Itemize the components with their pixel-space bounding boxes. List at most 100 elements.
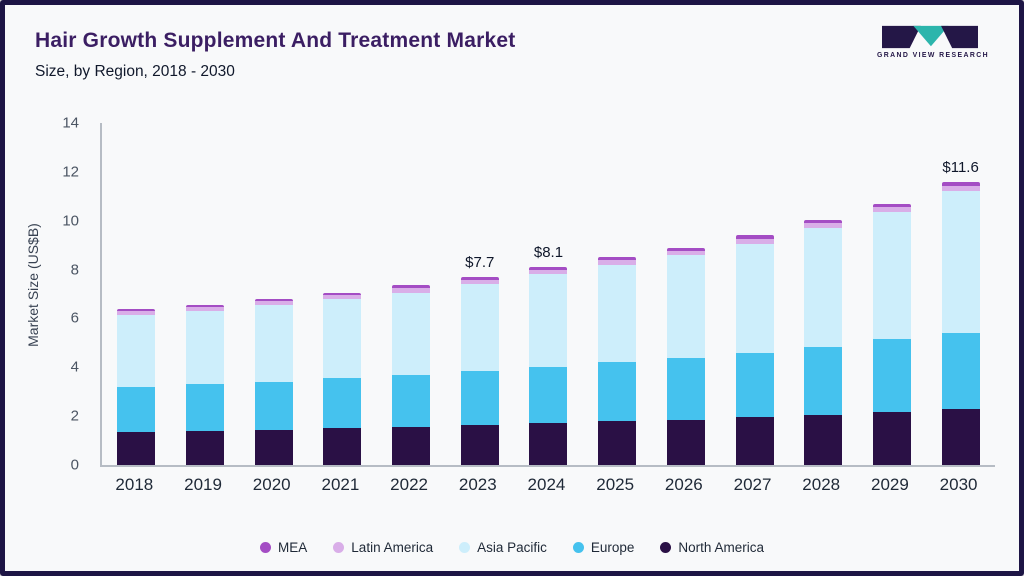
y-tick-label: 12 — [62, 163, 79, 181]
bar-stack — [941, 181, 980, 465]
segment-north-america — [392, 427, 431, 465]
segment-mea — [117, 308, 156, 312]
segment-latin-america — [666, 250, 705, 255]
x-tick-label: 2024 — [527, 475, 566, 494]
legend: MEA Latin America Asia Pacific Europe North … — [5, 540, 1019, 555]
segment-mea — [460, 276, 499, 280]
segment-north-america — [323, 428, 362, 465]
bar-value-label: $11.6 — [942, 158, 979, 176]
page-title: Hair Growth Supplement And Treatment Mar… — [35, 29, 516, 52]
segment-north-america — [186, 430, 225, 465]
bar-2025 — [583, 123, 652, 465]
x-tick-label: 2029 — [870, 475, 909, 494]
segment-latin-america — [323, 295, 362, 299]
segment-latin-america — [872, 207, 911, 213]
segment-europe — [804, 346, 843, 415]
bar-2018 — [102, 123, 171, 465]
segment-asia-pacific — [941, 191, 980, 334]
bar-2027 — [720, 123, 789, 465]
segment-latin-america — [254, 301, 293, 306]
y-tick-label: 4 — [70, 358, 79, 376]
segment-europe — [598, 362, 637, 422]
bar-stack — [529, 267, 568, 465]
x-tick-label: 2030 — [939, 475, 978, 494]
y-tick-label: 8 — [70, 261, 79, 279]
segment-latin-america — [598, 260, 637, 265]
bar-2028 — [789, 123, 858, 465]
bar-stack — [872, 203, 911, 465]
segment-mea — [186, 305, 225, 308]
legend-item-north-america: North America — [660, 540, 764, 555]
segment-europe — [941, 333, 980, 409]
legend-label: North America — [678, 540, 764, 555]
segment-europe — [186, 384, 225, 431]
segment-north-america — [804, 414, 843, 465]
segment-mea — [941, 181, 980, 187]
legend-item-mea: MEA — [260, 540, 307, 555]
bar-stack — [666, 247, 705, 465]
segment-north-america — [666, 419, 705, 465]
segment-latin-america — [186, 307, 225, 312]
segment-asia-pacific — [254, 305, 293, 382]
x-tick-label: 2019 — [184, 475, 222, 494]
bar-2029 — [858, 123, 927, 465]
bar-stack — [323, 292, 362, 465]
bar-2024: $8.1 — [514, 123, 583, 465]
x-tick-label: 2023 — [458, 475, 497, 494]
bar-stack — [460, 276, 499, 465]
segment-asia-pacific — [117, 314, 156, 387]
segment-asia-pacific — [529, 274, 568, 368]
bar-stack — [804, 219, 843, 465]
bar-value-label: $8.1 — [533, 244, 564, 262]
segment-north-america — [529, 423, 568, 465]
y-tick-label: 10 — [62, 212, 79, 230]
segment-mea — [598, 257, 637, 261]
segment-mea — [804, 219, 843, 224]
legend-dot — [660, 542, 672, 553]
page-subtitle: Size, by Region, 2018 - 2030 — [35, 63, 235, 80]
x-tick-label: 2026 — [664, 475, 703, 494]
x-tick-label: 2020 — [252, 475, 291, 494]
segment-europe — [254, 381, 293, 430]
x-tick-label: 2025 — [596, 475, 635, 494]
legend-dot — [459, 542, 471, 553]
segment-north-america — [941, 408, 980, 465]
segment-europe — [529, 367, 568, 424]
segment-asia-pacific — [460, 284, 499, 371]
x-tick-label: 2028 — [802, 475, 841, 494]
x-axis-labels: 2018 2019 2020 2021 2022 2023 2024 2025 2026 2027… — [100, 475, 993, 495]
legend-item-europe: Europe — [572, 540, 635, 555]
segment-north-america — [254, 429, 293, 465]
bar-stack — [186, 305, 225, 465]
segment-north-america — [460, 424, 499, 465]
segment-north-america — [872, 412, 911, 465]
segment-asia-pacific — [186, 311, 225, 385]
legend-dot — [260, 542, 272, 553]
legend-item-asia-pacific: Asia Pacific — [459, 540, 547, 555]
x-tick-label: 2027 — [733, 475, 772, 494]
segment-latin-america — [735, 239, 774, 244]
segment-asia-pacific — [392, 292, 431, 375]
segment-europe — [323, 378, 362, 429]
segment-mea — [254, 298, 293, 302]
segment-mea — [735, 235, 774, 240]
bar-stack — [254, 298, 293, 465]
legend-item-latin-america: Latin America — [333, 540, 433, 555]
segment-latin-america — [529, 270, 568, 275]
segment-mea — [666, 247, 705, 251]
bar-2019 — [171, 123, 240, 465]
segment-asia-pacific — [323, 298, 362, 379]
segment-north-america — [735, 417, 774, 465]
y-axis-label: Market Size (US$B) — [25, 223, 41, 347]
bar-2022 — [377, 123, 446, 465]
y-tick-label: 14 — [62, 114, 79, 132]
segment-latin-america — [117, 311, 156, 315]
segment-europe — [666, 357, 705, 420]
bar-stack — [392, 285, 431, 465]
x-tick-label: 2022 — [390, 475, 428, 494]
legend-label: Europe — [590, 540, 635, 555]
segment-latin-america — [941, 186, 980, 192]
segment-latin-america — [460, 279, 499, 285]
y-tick-label: 0 — [70, 456, 79, 474]
x-tick-label: 2018 — [115, 475, 154, 494]
